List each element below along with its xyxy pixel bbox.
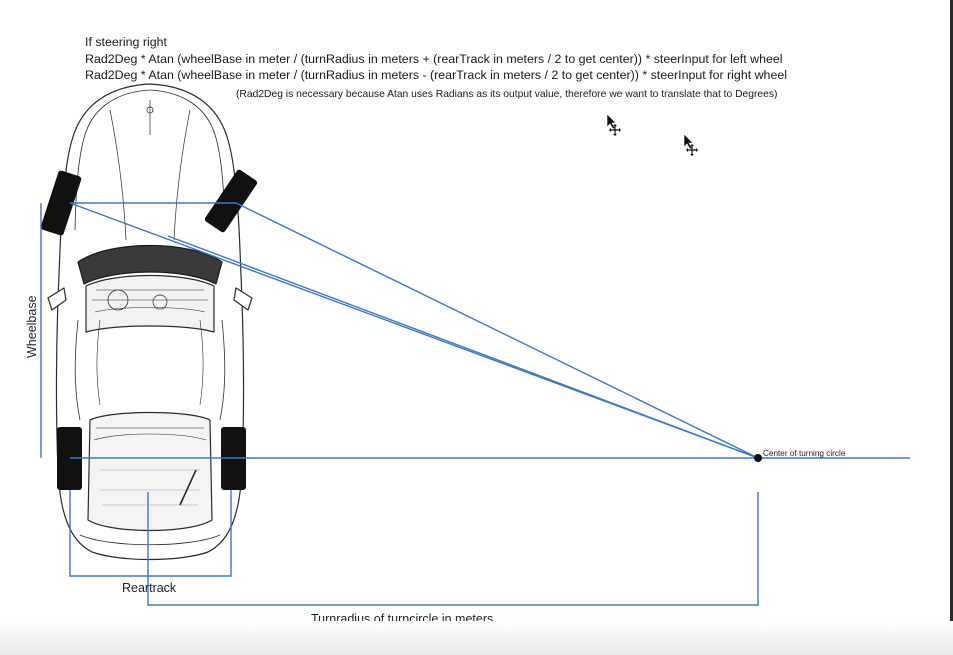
formula-text: If steering right Rad2Deg * Atan (wheelB…: [85, 34, 845, 84]
turn-radius-bracket: [147, 492, 759, 606]
formula-note: (Rad2Deg is necessary because Atan uses …: [236, 89, 778, 100]
formula-right-wheel: Rad2Deg * Atan (wheelBase in meter / (tu…: [85, 68, 787, 82]
right-wheel-ray: [235, 202, 759, 459]
reartrack-label: Reartrack: [122, 581, 177, 595]
formula-condition: If steering right: [85, 35, 167, 49]
front-left-tire: [40, 170, 82, 236]
cursor-move-icon: [606, 113, 621, 136]
center-point: [754, 454, 762, 462]
rear-left-tire: [57, 427, 82, 490]
bottom-shadow: [0, 621, 953, 655]
construction-lines: [40, 202, 910, 606]
center-label: Center of turning circle: [763, 449, 846, 458]
wheel-ray-aux: [167, 235, 759, 459]
wheelbase-label: Wheelbase: [25, 295, 39, 358]
tires: [40, 169, 258, 490]
reartrack-bracket: [69, 490, 232, 577]
formula-left-wheel: Rad2Deg * Atan (wheelBase in meter / (tu…: [85, 51, 783, 66]
front-right-tire: [204, 169, 258, 233]
cursor-move-icon: [683, 133, 698, 156]
window-edge: [950, 0, 953, 655]
